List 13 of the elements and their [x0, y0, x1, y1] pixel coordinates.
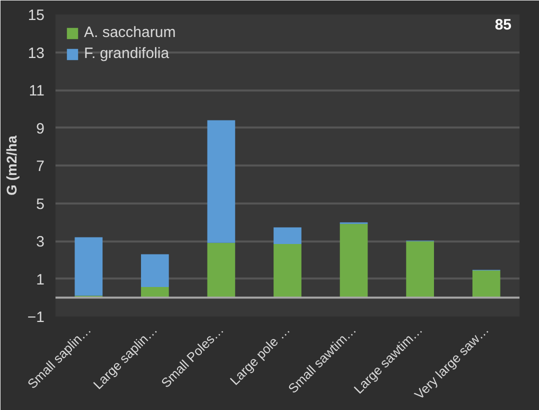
- y-axis-title: G (m2/ha: [3, 135, 20, 196]
- y-tick-label: 11: [28, 82, 45, 100]
- y-tick-label: 7: [36, 158, 44, 175]
- y-tick-label: 15: [28, 7, 45, 24]
- y-tick-label: 5: [36, 196, 44, 213]
- legend-label: A. saccharum: [84, 24, 176, 41]
- y-tick-label: 3: [36, 234, 44, 250]
- y-tick-label: 13: [28, 44, 45, 62]
- legend-label: F. grandifolia: [84, 45, 170, 62]
- y-tick-label: 1: [36, 271, 44, 288]
- y-tick-label: −1: [27, 309, 45, 326]
- y-tick-label: 9: [36, 120, 44, 138]
- annotation: 85: [494, 16, 512, 34]
